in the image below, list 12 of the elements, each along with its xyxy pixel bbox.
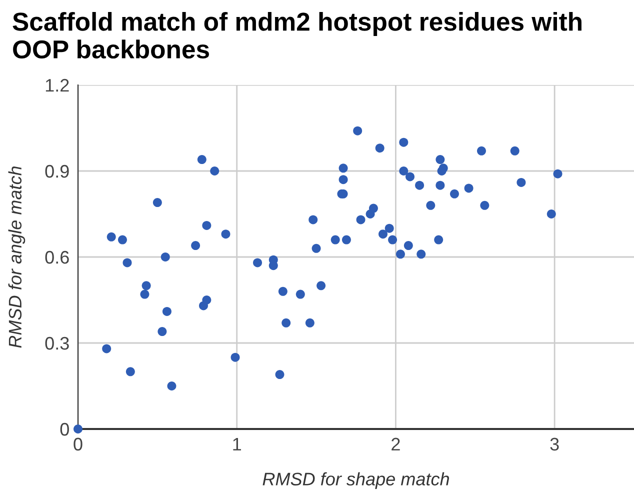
y-tick-label: 0.6 xyxy=(45,250,69,264)
y-tick-label: 0.9 xyxy=(45,164,69,178)
chart-title: Scaffold match of mdm2 hotspot residues with OOP backbones xyxy=(12,12,582,59)
x-tick-label: 3 xyxy=(550,438,559,451)
x-tick-label: 2 xyxy=(392,438,400,450)
y-axis-title: RMSD for angle match xyxy=(8,166,26,348)
y-tick-label: 0 xyxy=(60,422,69,436)
x-tick-label: 0 xyxy=(74,438,82,451)
x-axis-title: RMSD for shape match xyxy=(262,472,449,490)
y-tick-label: 0.3 xyxy=(45,336,69,350)
y-tick-label: 1.2 xyxy=(46,78,69,92)
x-tick-label: 1 xyxy=(233,438,241,450)
